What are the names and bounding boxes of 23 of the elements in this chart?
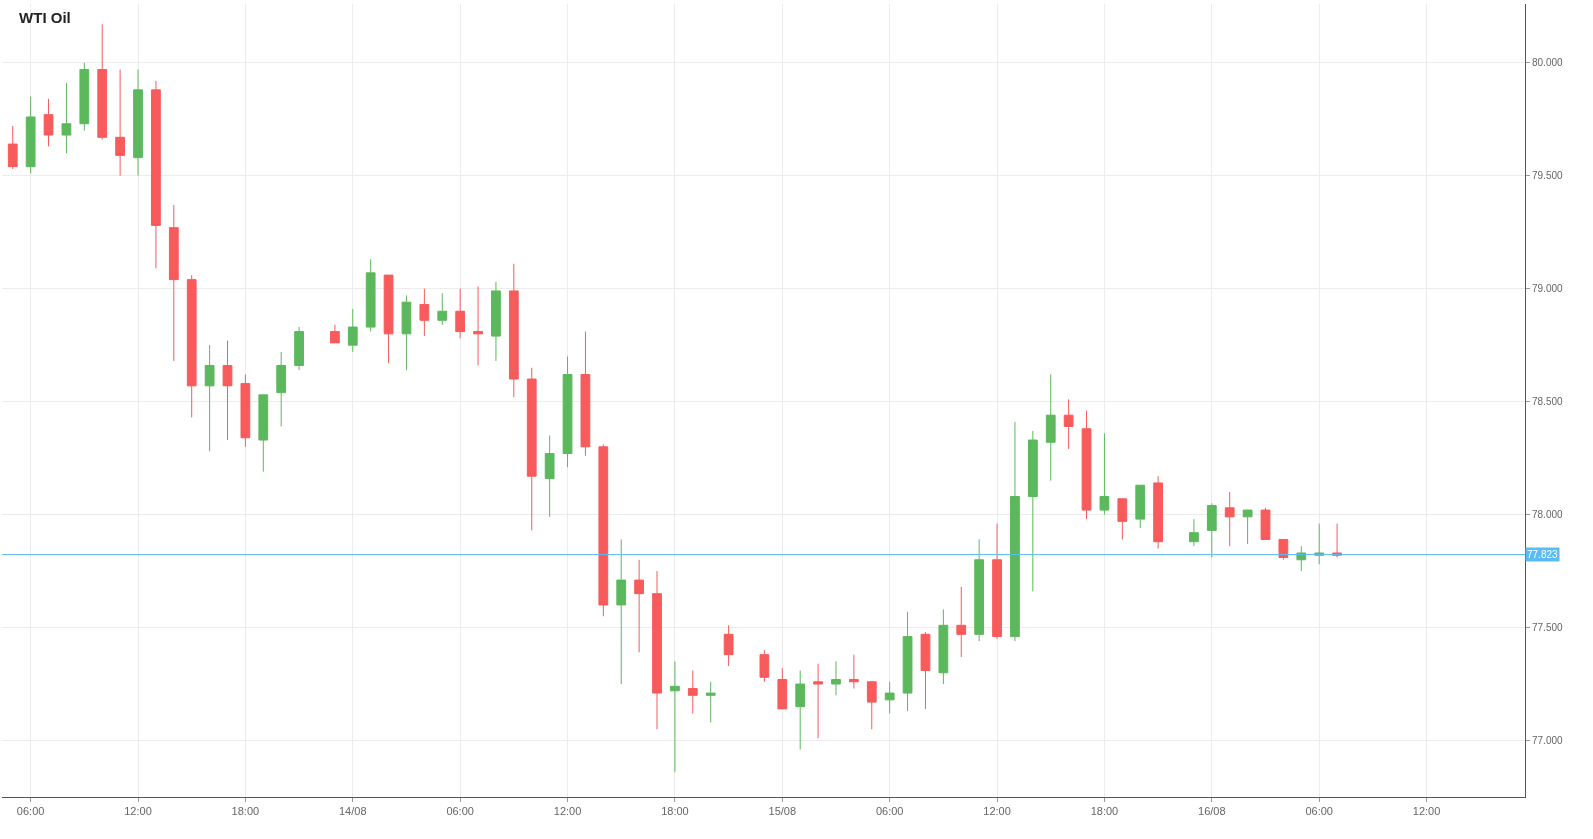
x-tick-label: 16/08	[1198, 805, 1226, 818]
x-tick-label: 12:00	[1412, 805, 1441, 818]
y-tick-label: 77.000	[1532, 735, 1564, 747]
x-tick-label: 06:00	[446, 805, 474, 818]
x-tick-label: 15/08	[768, 805, 797, 818]
x-tick-label: 18:00	[231, 805, 260, 818]
x-tick-label: 18:00	[661, 805, 689, 818]
x-tick-label: 14/08	[339, 805, 367, 818]
x-tick-label: 06:00	[1305, 805, 1333, 818]
y-tick-label: 77.500	[1532, 622, 1564, 634]
x-tick-label: 12:00	[553, 805, 582, 818]
y-tick-label: 78.000	[1532, 509, 1564, 521]
y-tick-label: 80.000	[1532, 57, 1564, 69]
chart-title: WTI Oil	[19, 9, 71, 27]
x-tick-label: 06:00	[16, 805, 45, 818]
x-tick-label: 06:00	[875, 805, 904, 818]
x-tick-label: 12:00	[124, 805, 152, 818]
x-tick-label: 18:00	[1090, 805, 1119, 818]
y-tick-label: 78.500	[1532, 396, 1564, 408]
y-tick-label: 79.500	[1532, 170, 1564, 182]
ref-line-label: 77.823	[1527, 549, 1559, 560]
x-tick-label: 12:00	[983, 805, 1011, 818]
y-tick-label: 79.000	[1532, 283, 1564, 295]
